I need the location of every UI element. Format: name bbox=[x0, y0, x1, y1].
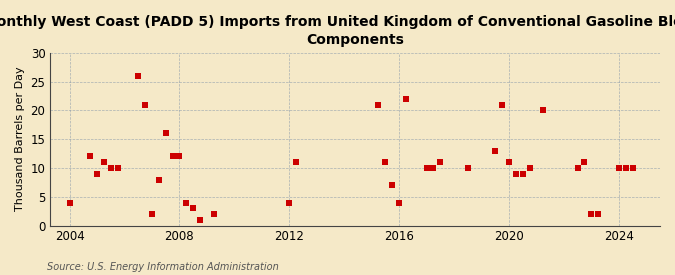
Point bbox=[112, 166, 123, 170]
Point bbox=[400, 97, 411, 101]
Point bbox=[524, 166, 535, 170]
Point bbox=[627, 166, 638, 170]
Point bbox=[153, 177, 164, 182]
Point bbox=[510, 172, 521, 176]
Point bbox=[194, 218, 205, 222]
Point bbox=[435, 160, 446, 164]
Point bbox=[174, 154, 185, 159]
Point bbox=[181, 200, 192, 205]
Point bbox=[146, 212, 157, 216]
Point bbox=[209, 212, 219, 216]
Point bbox=[99, 160, 109, 164]
Point bbox=[92, 172, 103, 176]
Point bbox=[387, 183, 398, 188]
Y-axis label: Thousand Barrels per Day: Thousand Barrels per Day bbox=[15, 67, 25, 211]
Point bbox=[490, 148, 501, 153]
Text: Source: U.S. Energy Information Administration: Source: U.S. Energy Information Administ… bbox=[47, 262, 279, 272]
Point bbox=[497, 102, 508, 107]
Point bbox=[140, 102, 151, 107]
Point bbox=[105, 166, 116, 170]
Point bbox=[85, 154, 96, 159]
Point bbox=[160, 131, 171, 136]
Point bbox=[167, 154, 178, 159]
Title: Monthly West Coast (PADD 5) Imports from United Kingdom of Conventional Gasoline: Monthly West Coast (PADD 5) Imports from… bbox=[0, 15, 675, 47]
Point bbox=[620, 166, 631, 170]
Point bbox=[538, 108, 549, 112]
Point bbox=[64, 200, 75, 205]
Point bbox=[504, 160, 514, 164]
Point bbox=[284, 200, 294, 205]
Point bbox=[373, 102, 384, 107]
Point bbox=[394, 200, 404, 205]
Point bbox=[291, 160, 302, 164]
Point bbox=[614, 166, 624, 170]
Point bbox=[586, 212, 597, 216]
Point bbox=[133, 74, 144, 78]
Point bbox=[188, 206, 198, 211]
Point bbox=[462, 166, 473, 170]
Point bbox=[572, 166, 583, 170]
Point bbox=[421, 166, 432, 170]
Point bbox=[428, 166, 439, 170]
Point bbox=[380, 160, 391, 164]
Point bbox=[579, 160, 590, 164]
Point bbox=[517, 172, 528, 176]
Point bbox=[593, 212, 603, 216]
